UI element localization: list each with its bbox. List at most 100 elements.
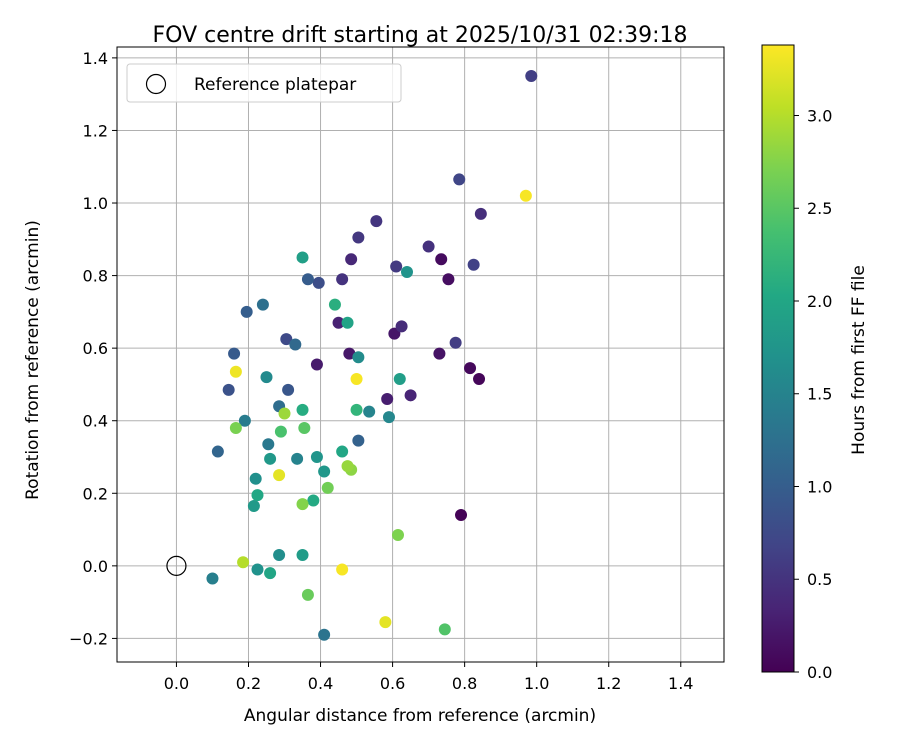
data-point: [341, 460, 354, 473]
data-point: [350, 403, 363, 416]
legend: Reference platepar: [126, 63, 402, 103]
data-point: [464, 362, 477, 375]
y-tick-label: −0.2: [69, 629, 108, 648]
data-point: [296, 498, 309, 511]
data-point: [370, 215, 383, 228]
x-tick-label: 0.8: [452, 674, 477, 693]
data-point: [240, 305, 253, 318]
data-point: [237, 556, 250, 569]
data-point: [296, 251, 309, 264]
data-point: [422, 240, 435, 253]
data-point: [307, 494, 320, 507]
data-point: [298, 421, 311, 434]
data-point: [343, 347, 356, 360]
data-point: [404, 389, 417, 402]
data-point: [206, 572, 219, 585]
x-axis-label: Angular distance from reference (arcmin): [244, 706, 596, 726]
data-point: [301, 273, 314, 286]
data-point: [390, 260, 403, 273]
data-point: [473, 372, 486, 385]
y-tick-label: 0.4: [83, 412, 108, 431]
data-point: [256, 298, 269, 311]
data-point: [336, 563, 349, 576]
y-tick-label: 0.2: [83, 484, 108, 503]
legend-marker-icon: [145, 73, 167, 95]
data-point: [336, 445, 349, 458]
y-tick-label: 0.0: [83, 557, 108, 576]
y-axis-label: Rotation from reference (arcmin): [23, 220, 43, 500]
grid: [117, 47, 724, 662]
colorbar-tick-label: 3.0: [807, 106, 832, 125]
data-point: [400, 265, 413, 278]
data-point: [467, 258, 480, 271]
data-point: [318, 465, 331, 478]
data-point: [363, 405, 376, 418]
data-point: [296, 403, 309, 416]
colorbar: 0.0 0.5 1.0 1.5 2.0 2.5 3.0 Hours from first F…: [761, 44, 869, 682]
data-point: [289, 338, 302, 351]
x-tick-label: 0.4: [308, 674, 333, 693]
data-point: [352, 351, 365, 364]
data-point: [449, 336, 462, 349]
data-point: [251, 563, 264, 576]
data-point: [391, 529, 404, 542]
colorbar-ticks: 0.0 0.5 1.0 1.5 2.0 2.5 3.0: [794, 106, 832, 682]
data-point: [328, 298, 341, 311]
data-point: [238, 414, 251, 427]
data-point: [222, 383, 235, 396]
data-point: [278, 407, 291, 420]
data-point: [525, 70, 538, 83]
data-point: [341, 316, 354, 329]
data-point: [247, 499, 260, 512]
data-point: [228, 347, 241, 360]
data-point: [211, 445, 224, 458]
colorbar-tick-label: 1.0: [807, 477, 832, 496]
plot-frame: [116, 46, 725, 663]
data-point: [273, 469, 286, 482]
chart-title: FOV centre drift starting at 2025/10/31 …: [153, 23, 688, 48]
data-point: [310, 451, 323, 463]
data-point: [393, 372, 406, 385]
data-point: [264, 567, 277, 580]
data-point: [345, 253, 358, 266]
y-tick-label: 0.6: [83, 339, 108, 358]
data-point: [318, 628, 331, 641]
x-tick-label: 0.6: [380, 674, 405, 693]
data-point: [382, 411, 395, 424]
colorbar-tick-label: 2.5: [807, 199, 832, 218]
data-point: [395, 320, 408, 333]
data-point: [455, 509, 468, 522]
legend-label: Reference platepar: [194, 75, 356, 95]
y-tick-label: 1.0: [83, 194, 108, 213]
y-tick-label: 1.2: [83, 121, 108, 140]
colorbar-tick-label: 0.0: [807, 663, 832, 682]
data-point: [379, 616, 392, 629]
x-tick-label: 0.0: [164, 674, 189, 693]
data-point: [433, 347, 446, 360]
data-point: [310, 358, 323, 371]
data-point: [301, 588, 314, 601]
y-tick-label: 1.4: [83, 49, 108, 68]
x-tick-label: 1.0: [524, 674, 549, 693]
colorbar-tick-label: 2.0: [807, 292, 832, 311]
data-point: [435, 253, 448, 266]
x-tick-label: 0.2: [236, 674, 261, 693]
data-point: [282, 383, 295, 396]
data-point: [381, 392, 394, 405]
data-point: [442, 273, 455, 286]
data-point: [321, 481, 334, 494]
reference-platepar-marker: [166, 555, 187, 576]
data-point: [474, 207, 487, 220]
legend-box: [126, 63, 402, 103]
data-point: [312, 276, 325, 289]
data-point: [332, 316, 345, 329]
x-tick-label: 1.2: [596, 674, 621, 693]
data-point: [274, 425, 287, 438]
data-point: [229, 365, 242, 378]
data-point: [260, 371, 273, 384]
data-point: [264, 452, 277, 465]
data-point: [352, 434, 365, 447]
data-point: [350, 372, 363, 385]
data-point: [251, 489, 264, 502]
